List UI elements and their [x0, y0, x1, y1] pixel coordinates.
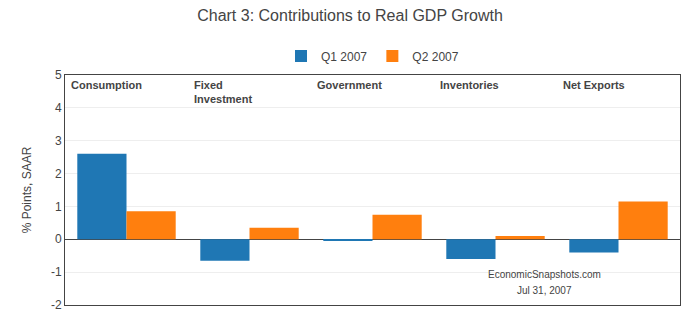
- svg-text:Consumption: Consumption: [71, 79, 142, 91]
- svg-text:Net Exports: Net Exports: [563, 79, 625, 91]
- svg-text:-2: -2: [51, 298, 62, 312]
- svg-text:0: 0: [55, 232, 62, 246]
- svg-text:% Points, SAAR: % Points, SAAR: [20, 146, 34, 233]
- svg-text:2: 2: [55, 167, 62, 181]
- svg-text:EconomicSnapshots.com: EconomicSnapshots.com: [488, 269, 601, 280]
- svg-text:-1: -1: [51, 265, 62, 279]
- svg-text:Government: Government: [317, 79, 382, 91]
- svg-text:Jul 31, 2007: Jul 31, 2007: [517, 285, 572, 296]
- svg-text:5: 5: [55, 68, 62, 82]
- svg-text:Inventories: Inventories: [440, 79, 499, 91]
- svg-text:3: 3: [55, 134, 62, 148]
- svg-text:Chart 3: Contributions to Real: Chart 3: Contributions to Real GDP Growt…: [197, 7, 503, 24]
- svg-text:Q1 2007: Q1 2007: [321, 50, 367, 64]
- svg-text:FixedInvestment: FixedInvestment: [194, 79, 252, 105]
- svg-text:1: 1: [55, 200, 62, 214]
- svg-text:4: 4: [55, 101, 62, 115]
- svg-text:Q2 2007: Q2 2007: [412, 50, 458, 64]
